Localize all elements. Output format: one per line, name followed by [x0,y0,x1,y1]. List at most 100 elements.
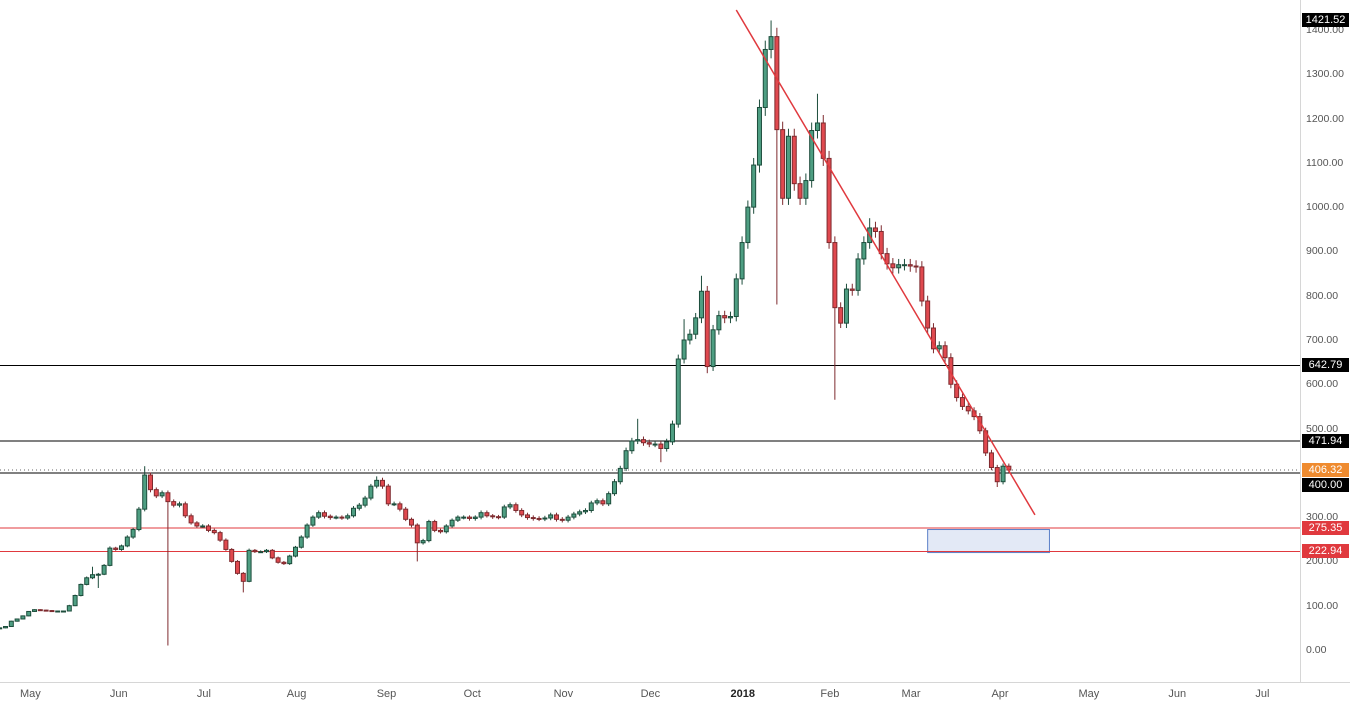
trendline[interactable] [735,9,1036,516]
candle [252,549,258,553]
price-tick-label: 1000.00 [1306,201,1344,214]
price-level-badge: 400.00 [1302,478,1349,493]
candle [501,506,507,518]
candle [640,439,646,444]
candle [890,263,896,269]
price-tick-label: 100.00 [1306,599,1339,612]
time-tick-label: Jun [1168,688,1187,700]
candle [936,345,942,350]
candle [124,536,130,547]
candle [925,300,931,329]
candle [119,545,125,550]
candle [913,265,919,268]
candle [49,610,55,613]
price-level-badge: 1421.52 [1302,13,1349,28]
candle [32,609,38,612]
candle [240,572,246,582]
time-tick-label: Apr [991,688,1009,700]
candle [107,547,113,566]
candle [72,595,78,607]
candle [211,529,217,534]
candle [988,452,994,469]
candle [0,627,3,630]
candle [281,561,287,565]
candle [194,522,200,527]
candle [594,500,600,504]
candle [785,135,791,199]
candle [165,492,171,503]
time-tick-label: Jul [196,688,211,700]
candle [635,439,641,442]
price-axis[interactable]: 0.00 100.00 200.00 300.00 400.00 500.00 600.00… [1300,0,1350,682]
drawing-rectangle[interactable] [927,529,1050,554]
candle [379,479,385,487]
candle [901,264,907,267]
candle [994,467,1000,483]
candle [78,583,84,597]
candle [762,48,768,108]
price-tick-label: 700.00 [1306,333,1339,346]
candle [177,503,183,506]
candle [275,557,281,563]
candle [432,521,438,531]
candle [443,525,449,533]
candle [606,493,612,505]
candle [292,546,298,557]
candle [803,180,809,199]
candle [397,503,403,510]
time-tick-label: 2018 [730,688,755,700]
candle [977,416,983,432]
price-tick-label: 1100.00 [1306,156,1344,169]
candle [14,618,20,622]
time-tick-label: Sep [376,688,397,700]
candle [101,564,107,575]
candle [385,485,391,505]
candle [809,130,815,182]
candle [414,524,420,544]
candle [298,536,304,548]
time-tick-label: Mar [901,688,921,700]
candle [374,479,380,487]
candle [542,517,548,520]
candle [153,489,159,497]
candle [751,164,757,208]
candle [774,36,780,131]
candle [90,574,96,579]
price-tick-label: 900.00 [1306,245,1339,258]
candle [304,524,310,538]
candle [43,609,49,612]
candle [455,516,461,521]
price-tick-label: 500.00 [1306,422,1339,435]
candle [362,497,368,506]
candle [472,516,478,519]
candle [820,122,826,159]
candle [490,515,496,518]
candle [449,519,455,527]
price-level-badge: 222.94 [1302,544,1349,559]
candle [559,518,565,521]
price-level-badge: 642.79 [1302,358,1349,373]
candle [310,516,316,526]
candle [930,327,936,350]
time-tick-label: Feb [820,688,840,700]
candle [698,290,704,319]
candle [287,555,293,565]
time-axis[interactable]: May Jun Jul Aug Sep Oct Nov Dec 2018 Feb Mar Apr May… [0,682,1350,707]
candle [269,549,275,559]
time-tick-label: Nov [553,688,574,700]
candle [3,626,9,629]
candle [664,441,670,449]
chart-plot-area[interactable] [0,0,1300,682]
candle [55,610,61,613]
candle [171,501,177,506]
last-price-badge: 406.32 [1302,463,1349,478]
candle [507,504,513,508]
time-tick-label: May [20,688,41,700]
candle [536,517,542,520]
candle [391,503,397,506]
candle [878,230,884,255]
candle [652,443,658,446]
candle [681,339,687,360]
candle [513,504,519,511]
